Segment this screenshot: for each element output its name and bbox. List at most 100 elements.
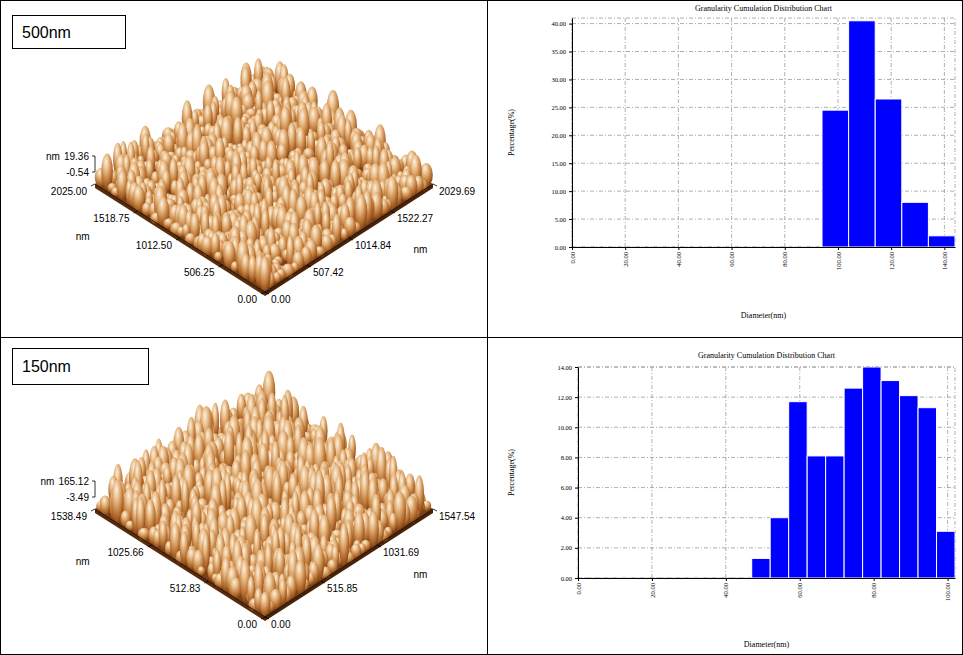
bar bbox=[863, 367, 881, 578]
x-tick-label: 1031.69 bbox=[383, 547, 420, 558]
x-tick-mark bbox=[732, 247, 733, 250]
y-tick: 0.00 bbox=[555, 244, 572, 251]
panel-label: 150nm bbox=[22, 358, 71, 375]
z-tick-mark bbox=[92, 497, 95, 498]
y-axis: 0.00 5.00 10.00 15.00 20.00 25.00 30.00 35.00 40… bbox=[551, 19, 572, 251]
surface-bump bbox=[192, 550, 204, 575]
y-tick: 5.00 bbox=[555, 216, 572, 223]
x-grid-line bbox=[731, 18, 732, 247]
x-tick-mark bbox=[377, 545, 381, 547]
y-axis-title: nm bbox=[76, 231, 90, 242]
y-tick-mark bbox=[204, 581, 208, 583]
x-tick: 140.00 bbox=[941, 247, 948, 270]
x-tick-mark bbox=[678, 247, 679, 250]
x-tick-mark bbox=[321, 581, 325, 583]
z-axis-line bbox=[95, 481, 96, 497]
x-tick-label: 0.00 bbox=[271, 619, 291, 630]
x-tick-label: 0.00 bbox=[569, 252, 576, 263]
x-axis: 0.0020.0040.0060.0080.00100.00 bbox=[575, 578, 956, 601]
y-tick: 40.00 bbox=[551, 20, 572, 27]
y-tick: 20.00 bbox=[551, 132, 572, 139]
x-grid-line bbox=[784, 18, 785, 247]
bar bbox=[849, 21, 876, 247]
y-tick-mark bbox=[569, 191, 572, 192]
bars bbox=[752, 367, 955, 578]
y-tick-label: 1518.75 bbox=[93, 213, 130, 224]
y-tick-label: 0.00 bbox=[555, 244, 566, 251]
y-tick-mark bbox=[134, 211, 138, 213]
x-grid-line bbox=[578, 367, 579, 578]
x-tick: 0.00 bbox=[575, 578, 582, 594]
y-grid-line bbox=[572, 23, 955, 24]
x-grid-line bbox=[651, 367, 652, 578]
afm-axes: 0.00512.831025.661538.49nm0.00515.851031… bbox=[41, 476, 476, 631]
x-tick: 40.00 bbox=[675, 247, 682, 267]
y-tick-mark bbox=[569, 79, 572, 80]
x-tick: 40.00 bbox=[722, 578, 729, 598]
surface-bump bbox=[197, 566, 205, 575]
x-tick-label: 20.00 bbox=[622, 252, 629, 267]
surface-texture bbox=[96, 370, 431, 616]
x-tick-mark bbox=[349, 238, 353, 240]
panel-label: 500nm bbox=[22, 24, 71, 41]
z-tick-label: 165.12 bbox=[58, 476, 89, 487]
x-tick-mark bbox=[785, 247, 786, 250]
y-tick-label: 25.00 bbox=[551, 104, 566, 111]
afm-panel: 0.00506.251012.501518.752025.00nm0.00507… bbox=[13, 16, 476, 306]
afm-panel: 0.00512.831025.661538.49nm0.00515.851031… bbox=[13, 349, 476, 631]
y-tick-mark bbox=[569, 107, 572, 108]
x-tick: 120.00 bbox=[888, 247, 895, 270]
x-tick-mark bbox=[391, 211, 395, 213]
y-tick-mark bbox=[569, 135, 572, 136]
y-tick-label: 0.00 bbox=[238, 294, 258, 305]
x-tick-mark bbox=[838, 247, 839, 250]
x-tick-mark bbox=[944, 247, 945, 250]
y-tick: 15.00 bbox=[551, 160, 572, 167]
surface-base bbox=[95, 76, 433, 292]
grid bbox=[572, 18, 955, 247]
z-tick-mark bbox=[92, 481, 95, 482]
y-tick: 10.00 bbox=[551, 188, 572, 195]
y-tick-label: 512.83 bbox=[170, 583, 201, 594]
y-grid-line bbox=[572, 51, 955, 52]
x-tick-label: 0.00 bbox=[575, 583, 582, 594]
x-tick-mark bbox=[891, 247, 892, 250]
plot-frame bbox=[572, 18, 955, 247]
z-axis-title: nm bbox=[46, 151, 60, 162]
x-axis-title: nm bbox=[413, 569, 427, 580]
x-tick-mark bbox=[652, 578, 653, 581]
bar bbox=[918, 408, 936, 578]
surface-bump bbox=[339, 523, 349, 566]
y-tick-mark bbox=[148, 545, 152, 547]
x-tick-mark bbox=[265, 617, 269, 619]
x-axis: 0.0020.0040.0060.0080.00100.00120.00140.… bbox=[569, 247, 956, 270]
y-tick-mark bbox=[219, 265, 223, 267]
surface-wall bbox=[265, 509, 433, 621]
surface-bump bbox=[100, 495, 111, 515]
x-tick-label: 507.42 bbox=[313, 267, 344, 278]
z-tick-label: -3.49 bbox=[66, 492, 89, 503]
y-axis-title: nm bbox=[76, 556, 90, 567]
x-tick-label: 20.00 bbox=[649, 583, 656, 598]
plot-frame bbox=[578, 367, 955, 578]
y-tick-mark bbox=[261, 617, 265, 619]
surface-base bbox=[95, 401, 433, 617]
y-tick-label: 35.00 bbox=[551, 48, 566, 55]
bar bbox=[770, 518, 788, 578]
x-axis-title: nm bbox=[413, 244, 427, 255]
z-tick-mark bbox=[92, 156, 95, 157]
surface-bump bbox=[260, 592, 271, 617]
y-tick-label: 0.00 bbox=[238, 619, 258, 630]
x-tick: 60.00 bbox=[728, 247, 735, 267]
surface-texture bbox=[95, 58, 433, 292]
x-axis-line bbox=[265, 509, 433, 617]
x-tick-label: 1522.27 bbox=[397, 213, 434, 224]
surface-wall bbox=[95, 184, 265, 296]
y-tick-mark bbox=[569, 52, 572, 53]
y-tick: 35.00 bbox=[551, 48, 572, 55]
x-tick-label: 120.00 bbox=[888, 252, 895, 270]
y-tick: 30.00 bbox=[551, 76, 572, 83]
y-grid-line bbox=[578, 367, 955, 368]
z-tick-label: -0.54 bbox=[66, 167, 89, 178]
bar bbox=[900, 396, 918, 578]
